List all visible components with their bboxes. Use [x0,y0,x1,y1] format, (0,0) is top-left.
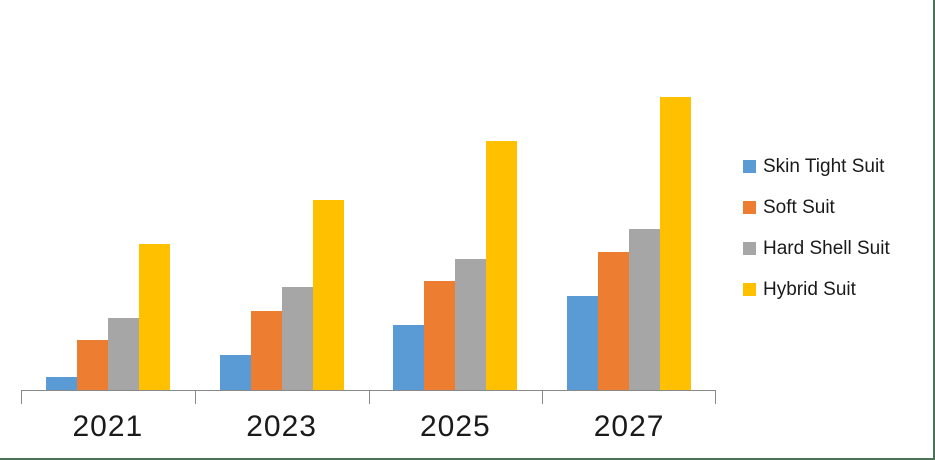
legend-swatch-icon [743,283,756,296]
bar-hard-shell-suit-2025 [455,259,487,390]
bar-group-2027 [542,10,716,390]
bar-soft-suit-2021 [76,340,108,390]
x-axis-tick [21,390,22,404]
legend-swatch-icon [743,201,756,214]
bar-hard-shell-suit-2023 [281,287,313,390]
bar-hard-shell-suit-2021 [107,318,139,390]
x-tick-label-2021: 2021 [72,410,144,443]
plot-area [21,10,716,404]
legend-label: Soft Suit [763,196,835,218]
x-tick-label-2023: 2023 [246,410,317,443]
x-axis-tick [368,390,370,404]
x-tick-label-2027: 2027 [593,410,665,443]
legend: Skin Tight Suit Soft Suit Hard Shell Suit H… [743,155,928,319]
legend-item-hybrid-suit: Hybrid Suit [743,278,928,301]
legend-label: Hard Shell Suit [763,237,890,259]
bar-skin-tight-suit-2021 [45,377,77,390]
legend-item-skin-tight-suit: Skin Tight Suit [743,155,928,178]
bar-hard-shell-suit-2027 [629,229,661,390]
bar-skin-tight-suit-2023 [219,355,251,390]
bar-group-2025 [369,10,543,390]
x-axis-tick [194,390,196,404]
bar-hybrid-suit-2027 [660,97,692,390]
legend-item-soft-suit: Soft Suit [743,196,928,219]
bar-skin-tight-suit-2025 [393,325,425,390]
bar-hybrid-suit-2025 [486,141,518,390]
bar-hybrid-suit-2021 [138,244,170,390]
bar-group-2021 [21,10,195,390]
legend-label: Hybrid Suit [763,278,856,300]
legend-item-hard-shell-suit: Hard Shell Suit [743,237,928,260]
bar-soft-suit-2025 [424,281,456,390]
x-axis-tick [715,390,716,404]
bar-soft-suit-2027 [598,252,630,390]
bar-soft-suit-2023 [250,311,282,390]
x-axis-tick [542,390,544,404]
bar-hybrid-suit-2023 [312,200,344,390]
bar-skin-tight-suit-2027 [567,296,599,390]
legend-swatch-icon [743,160,756,173]
x-axis-labels: 2021 2023 2025 2027 [21,410,716,444]
legend-label: Skin Tight Suit [763,155,885,177]
legend-swatch-icon [743,242,756,255]
bar-group-2023 [195,10,369,390]
x-tick-label-2025: 2025 [420,410,491,443]
